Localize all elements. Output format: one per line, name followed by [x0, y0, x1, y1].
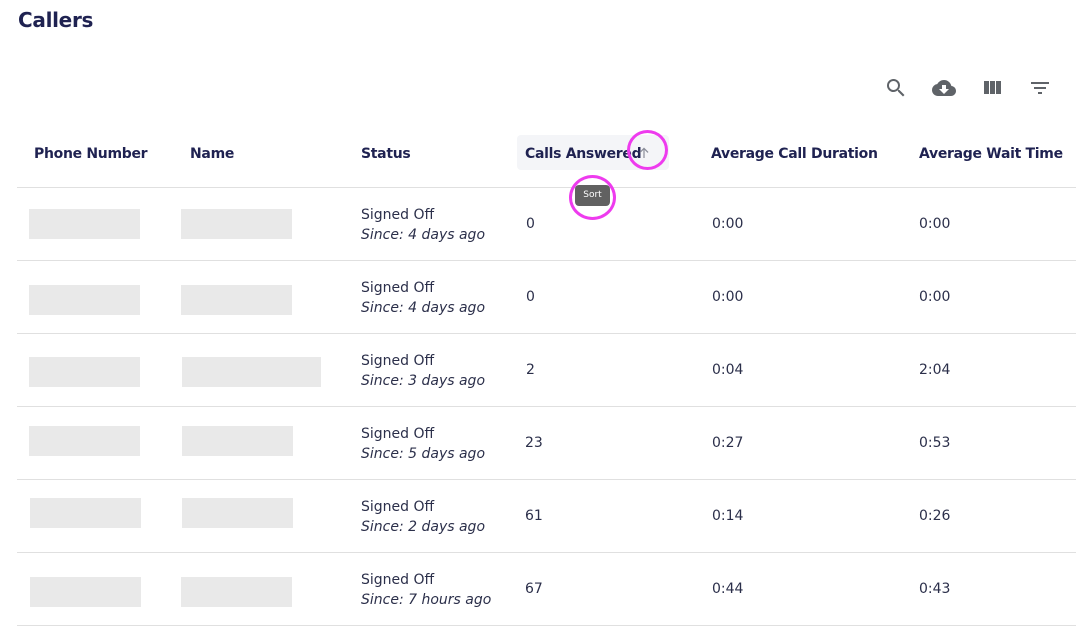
table-row[interactable]: Signed Off Since: 5 days ago 23 0:27 0:5… — [17, 407, 1076, 480]
filter-button[interactable] — [1028, 76, 1052, 100]
name-redacted — [182, 498, 293, 528]
header-name[interactable]: Name — [190, 146, 235, 162]
calls-answered-cell: 67 — [525, 581, 543, 597]
average-call-duration-cell: 0:00 — [712, 289, 744, 305]
phone-number-redacted — [30, 577, 141, 607]
table-row[interactable]: Signed Off Since: 4 days ago 0 0:00 0:00 — [17, 261, 1076, 334]
calls-answered-cell: 0 — [526, 216, 535, 232]
name-redacted — [181, 285, 292, 315]
average-wait-time-cell: 0:53 — [919, 435, 951, 451]
average-wait-time-cell: 0:26 — [919, 508, 951, 524]
header-phone-number[interactable]: Phone Number — [34, 146, 148, 162]
calls-answered-cell: 2 — [526, 362, 535, 378]
status-since: Since: 7 hours ago — [361, 592, 492, 608]
status-cell: Signed Off Since: 4 days ago — [361, 278, 485, 318]
status-cell: Signed Off Since: 4 days ago — [361, 205, 485, 245]
phone-number-redacted — [29, 426, 140, 456]
status-text: Signed Off — [361, 280, 435, 296]
average-call-duration-cell: 0:44 — [712, 581, 744, 597]
status-since: Since: 3 days ago — [361, 373, 486, 389]
name-redacted — [181, 209, 292, 239]
status-cell: Signed Off Since: 5 days ago — [361, 424, 485, 464]
status-text: Signed Off — [361, 207, 435, 223]
header-calls-answered[interactable]: Calls Answered — [525, 146, 642, 162]
table-row[interactable]: Signed Off Since: 7 hours ago 67 0:44 0:… — [17, 553, 1076, 626]
name-redacted — [182, 357, 321, 387]
search-icon — [887, 79, 905, 97]
status-text: Signed Off — [361, 353, 435, 369]
filter-list-icon — [1031, 82, 1049, 94]
search-button[interactable] — [884, 76, 908, 100]
status-cell: Signed Off Since: 2 days ago — [361, 497, 485, 537]
sort-tooltip: Sort — [575, 185, 610, 206]
header-status[interactable]: Status — [361, 146, 411, 162]
status-text: Signed Off — [361, 572, 435, 588]
view-column-icon — [984, 81, 1001, 94]
calls-answered-cell: 0 — [526, 289, 535, 305]
header-average-call-duration[interactable]: Average Call Duration — [711, 146, 878, 162]
average-call-duration-cell: 0:04 — [712, 362, 744, 378]
header-average-wait-time[interactable]: Average Wait Time — [919, 146, 1063, 162]
table-row[interactable]: Signed Off Since: 4 days ago 0 0:00 0:00 — [17, 188, 1076, 261]
status-text: Signed Off — [361, 499, 435, 515]
callers-table: Phone Number Name Status Calls Answered … — [17, 124, 1076, 626]
average-call-duration-cell: 0:14 — [712, 508, 744, 524]
status-cell: Signed Off Since: 3 days ago — [361, 351, 485, 391]
status-text: Signed Off — [361, 426, 435, 442]
arrow-upward-icon — [639, 147, 649, 158]
name-redacted — [182, 426, 293, 456]
name-redacted — [181, 577, 292, 607]
phone-number-redacted — [30, 498, 141, 528]
table-row[interactable]: Signed Off Since: 2 days ago 61 0:14 0:2… — [17, 480, 1076, 553]
table-row[interactable]: Signed Off Since: 3 days ago 2 0:04 2:04 — [17, 334, 1076, 407]
sort-button[interactable] — [632, 141, 656, 165]
phone-number-redacted — [29, 357, 140, 387]
status-since: Since: 4 days ago — [361, 300, 486, 316]
average-call-duration-cell: 0:00 — [712, 216, 744, 232]
status-since: Since: 5 days ago — [361, 446, 486, 462]
status-since: Since: 4 days ago — [361, 227, 486, 243]
view-columns-button[interactable] — [980, 76, 1004, 100]
phone-number-redacted — [29, 285, 140, 315]
status-cell: Signed Off Since: 7 hours ago — [361, 570, 491, 610]
average-wait-time-cell: 0:00 — [919, 216, 951, 232]
average-wait-time-cell: 2:04 — [919, 362, 951, 378]
calls-answered-cell: 23 — [525, 435, 543, 451]
average-wait-time-cell: 0:43 — [919, 581, 951, 597]
calls-answered-cell: 61 — [525, 508, 543, 524]
table-toolbar — [880, 76, 1060, 100]
download-button[interactable] — [932, 76, 956, 100]
cloud-download-icon — [932, 80, 956, 96]
average-call-duration-cell: 0:27 — [712, 435, 744, 451]
phone-number-redacted — [29, 209, 140, 239]
page-title: Callers — [18, 8, 94, 32]
average-wait-time-cell: 0:00 — [919, 289, 951, 305]
status-since: Since: 2 days ago — [361, 519, 486, 535]
table-header-row: Phone Number Name Status Calls Answered … — [17, 124, 1076, 188]
